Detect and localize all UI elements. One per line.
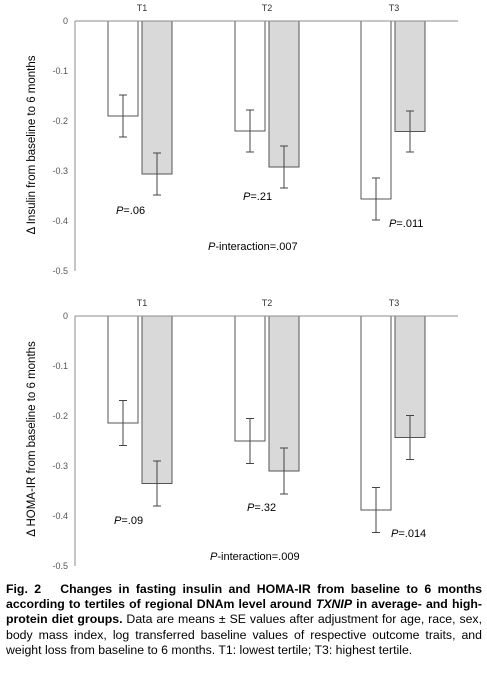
insulin-y-tick-labels: 0 -0.1 -0.2 -0.3 -0.4 -0.5 [52, 16, 68, 276]
p-value-t1: P=.06 [116, 205, 145, 217]
p-value-t1: P=.09 [114, 515, 143, 527]
category-label-t2: T2 [262, 298, 273, 308]
category-label-t2: T2 [262, 3, 273, 13]
y-tick-label: 0 [63, 311, 68, 321]
error-bar [246, 418, 254, 464]
p-interaction: P-interaction=.007 [208, 241, 298, 253]
category-label-t1: T1 [137, 298, 148, 308]
figure-canvas: Δ Insulin from baseline to 6 months 0 -0… [26, 3, 458, 571]
category-label-t3: T3 [389, 298, 400, 308]
homa-ir-category-labels: T1 T2 T3 [137, 298, 400, 308]
p-value-t2: P=.32 [247, 502, 276, 514]
y-tick-label: -0.1 [52, 361, 68, 371]
error-bar [372, 487, 380, 533]
insulin-chart: Δ Insulin from baseline to 6 months 0 -0… [26, 3, 458, 276]
y-tick-label: -0.3 [52, 461, 68, 471]
y-tick-label: -0.5 [52, 561, 68, 571]
caption-title: Changes in fasting insulin and HOMA-IR f… [6, 582, 482, 627]
insulin-category-labels: T1 T2 T3 [137, 3, 400, 13]
homa-ir-y-tick-labels: 0 -0.1 -0.2 -0.3 -0.4 -0.5 [52, 311, 68, 571]
error-bar [119, 94, 127, 138]
figure-caption: Fig. 2 Changes in fasting insulin and HO… [6, 582, 482, 658]
y-tick-label: -0.4 [52, 216, 68, 226]
error-bar [153, 152, 161, 196]
bar-t1-series-2 [141, 315, 173, 484]
bar-t2-series-2 [268, 20, 300, 168]
error-bar [246, 109, 254, 153]
y-tick-label: 0 [63, 16, 68, 26]
error-bar [153, 460, 161, 507]
insulin-y-axis-label: Δ Insulin from baseline to 6 months [26, 55, 38, 234]
y-tick-label: -0.3 [52, 166, 68, 176]
p-value-t3: P=.014 [391, 528, 426, 540]
error-bar [280, 447, 288, 495]
figure-number: Fig. 2 [6, 582, 42, 596]
homa-ir-chart: Δ HOMA-IR from baseline to 6 months 0 -0… [26, 298, 458, 571]
category-label-t1: T1 [137, 3, 148, 13]
homa-ir-bars [107, 315, 426, 533]
category-label-t3: T3 [389, 3, 400, 13]
bar-t2-series-2 [268, 315, 300, 472]
y-tick-label: -0.5 [52, 266, 68, 276]
bar-t1-series-2 [141, 20, 173, 175]
p-interaction: P-interaction=.009 [210, 551, 300, 563]
p-value-t3: P=.011 [389, 218, 423, 230]
y-tick-label: -0.2 [52, 411, 68, 421]
error-bar [372, 177, 380, 221]
y-tick-label: -0.4 [52, 511, 68, 521]
bar-t3-series-1 [360, 315, 392, 511]
error-bar [406, 110, 414, 153]
bar-t3-series-1 [360, 20, 392, 200]
homa-ir-y-axis-label: Δ HOMA-IR from baseline to 6 months [26, 341, 38, 537]
y-tick-label: -0.1 [52, 66, 68, 76]
gene-name: TXNIP [315, 597, 353, 612]
error-bar [406, 415, 414, 460]
y-tick-label: -0.2 [52, 116, 68, 126]
insulin-bars [107, 20, 426, 221]
p-value-t2: P=.21 [243, 191, 272, 203]
error-bar [280, 145, 288, 189]
caption-body: Data are means ± SE values after adjustm… [6, 612, 482, 657]
error-bar [119, 400, 127, 446]
